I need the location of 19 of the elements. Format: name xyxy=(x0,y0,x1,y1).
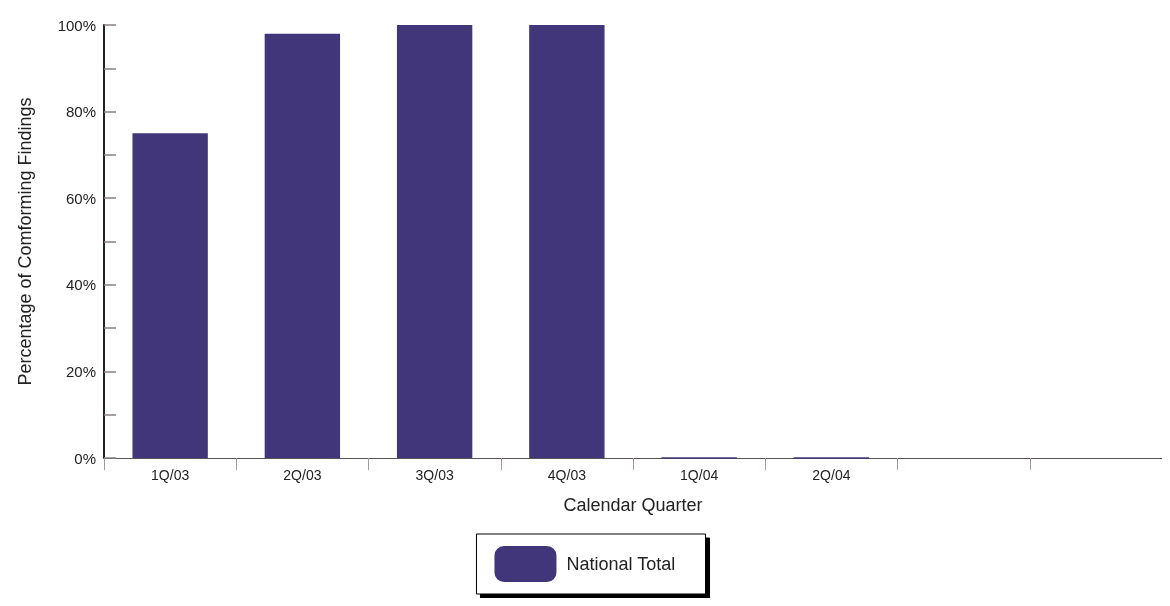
bar xyxy=(132,133,208,458)
bar xyxy=(529,25,605,458)
x-tick-label: 2Q/04 xyxy=(812,467,851,483)
x-tick-label: 2Q/03 xyxy=(283,467,322,483)
x-tick-label: 1Q/04 xyxy=(680,467,719,483)
y-tick-label: 60% xyxy=(65,189,96,207)
y-tick-label: 40% xyxy=(65,276,96,294)
bar xyxy=(264,33,341,458)
y-tick-label: 80% xyxy=(65,103,96,121)
y-tick-label: 100% xyxy=(57,16,96,34)
legend-label: National Total xyxy=(566,554,676,574)
x-tick-label: 1Q/03 xyxy=(151,467,190,483)
y-tick-label: 0% xyxy=(74,449,96,467)
bar xyxy=(396,25,473,458)
x-tick-label: 4Q/03 xyxy=(547,467,587,483)
x-axis-title: Calendar Quarter xyxy=(563,495,703,515)
y-tick-label: 20% xyxy=(65,362,96,380)
x-tick-label: 3Q/03 xyxy=(415,467,454,483)
y-axis-title: Percentage of Comforming Findings xyxy=(15,97,35,386)
